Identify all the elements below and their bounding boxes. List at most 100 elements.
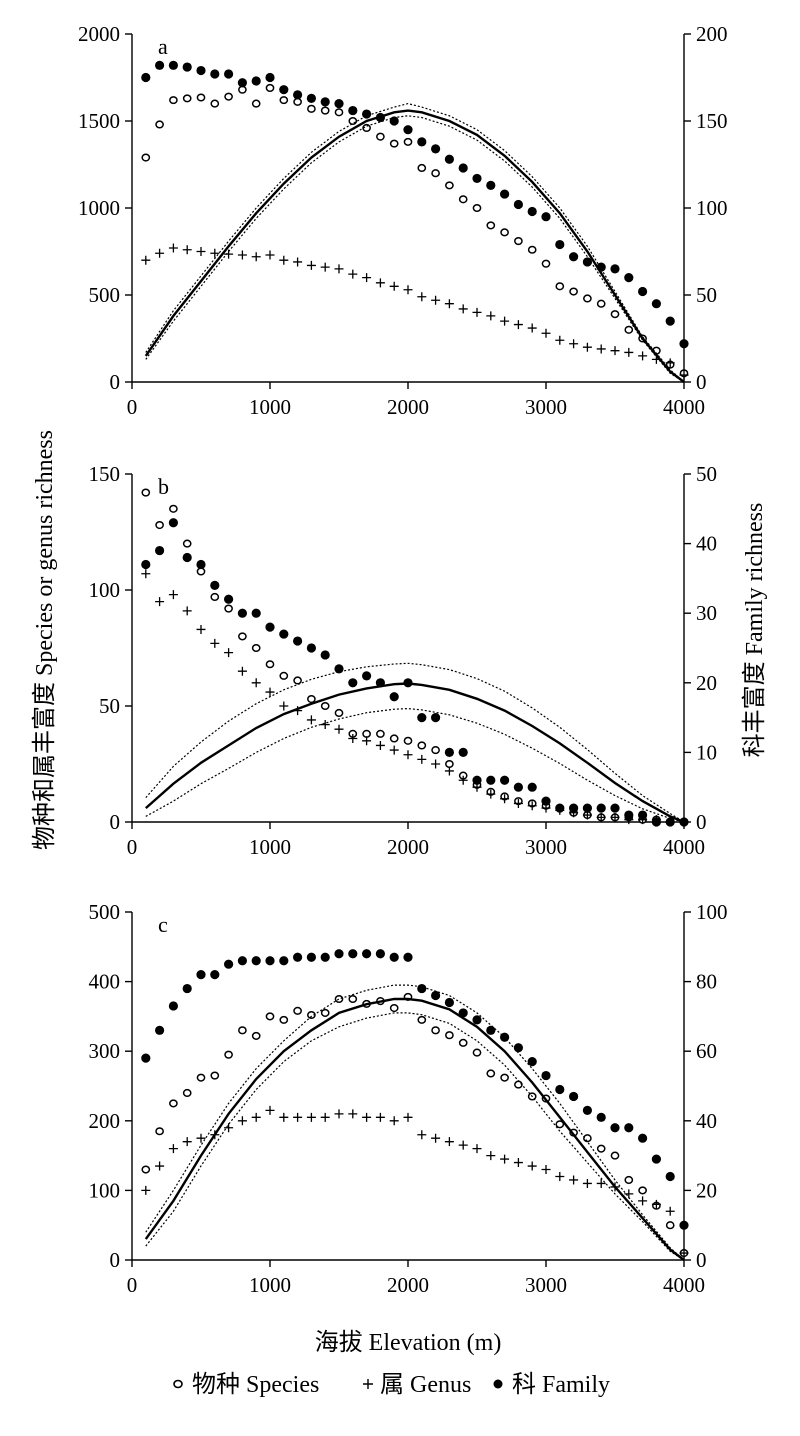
y-tick-label: 100 [89, 1178, 121, 1202]
y2-tick-label: 20 [696, 1178, 717, 1202]
genus-point [141, 569, 151, 579]
family-point [320, 97, 330, 107]
species-point [182, 1088, 192, 1098]
fitted-curve [144, 997, 685, 1261]
genus-point [555, 1171, 565, 1181]
panel-label: c [158, 912, 168, 937]
x-tick-label: 4000 [663, 835, 705, 859]
family-point [168, 518, 178, 528]
family-point [527, 782, 537, 792]
family-point [541, 212, 551, 222]
genus-point [334, 264, 344, 274]
left-axis-label: 物种和属丰富度 Species or genus richness [31, 430, 58, 850]
species-point [307, 1010, 316, 1020]
genus-point [348, 1109, 358, 1119]
y-tick-label: 500 [89, 283, 121, 307]
family-point [679, 339, 689, 349]
legend-item-family: 科 Family [493, 1371, 610, 1398]
y2-tick-label: 100 [696, 196, 728, 220]
genus-point [417, 1130, 427, 1140]
x-tick-label: 1000 [249, 1273, 291, 1297]
genus-point [334, 1109, 344, 1119]
family-point [431, 713, 441, 723]
family-point [251, 608, 261, 618]
family-point [444, 747, 454, 758]
family-point [224, 69, 234, 79]
genus-point [486, 789, 496, 799]
family-point [196, 970, 206, 980]
genus-point [237, 1116, 247, 1126]
species-point [638, 1186, 647, 1195]
genus-point [306, 260, 316, 270]
family-point [638, 810, 648, 820]
genus-point [389, 1116, 399, 1126]
genus-point [237, 250, 247, 260]
family-point [638, 1133, 648, 1143]
legend-marker-open-circle [173, 1379, 183, 1389]
species-point [334, 708, 344, 718]
species-point [348, 116, 358, 126]
family-point [610, 1123, 620, 1133]
species-point [155, 520, 164, 530]
family-point [513, 1043, 524, 1053]
family-point [375, 949, 385, 959]
species-point [431, 1026, 440, 1035]
family-point [196, 559, 206, 570]
family-point [251, 956, 261, 966]
genus-point [431, 759, 441, 769]
genus-point [444, 299, 454, 309]
species-point [458, 1038, 468, 1047]
family-point [651, 817, 662, 827]
y2-tick-label: 0 [696, 810, 707, 834]
genus-point [265, 687, 275, 697]
y2-tick-label: 40 [696, 532, 717, 556]
species-point [445, 759, 454, 769]
family-point [334, 664, 344, 674]
y-tick-label: 1000 [78, 196, 120, 220]
family-point [293, 952, 303, 962]
species-point [251, 99, 261, 108]
species-point [472, 203, 482, 213]
species-point [182, 94, 192, 103]
family-point [569, 803, 579, 813]
species-point [624, 1175, 634, 1185]
family-point [486, 775, 496, 785]
species-point [169, 1099, 178, 1108]
y-tick-label: 150 [89, 462, 121, 486]
x-tick-label: 1000 [249, 395, 291, 419]
genus-point [320, 262, 330, 272]
genus-point [182, 1137, 192, 1147]
genus-point [237, 666, 247, 676]
genus-point [486, 311, 496, 321]
genus-point [182, 245, 192, 255]
genus-point [196, 247, 206, 256]
legend-label-genus: 属 Genus [380, 1372, 471, 1398]
y-tick-label: 400 [89, 970, 121, 994]
species-point [596, 1144, 606, 1153]
fitted-curve [145, 682, 685, 824]
genus-point [375, 1112, 385, 1122]
y2-tick-label: 100 [696, 900, 728, 924]
genus-point [168, 1144, 178, 1154]
family-point [168, 60, 178, 70]
family-point [182, 552, 192, 563]
right-axis-label: 科丰富度 Family richness [741, 503, 768, 758]
species-point [307, 694, 316, 704]
family-point [513, 199, 524, 210]
family-point [569, 1091, 579, 1102]
x-tick-label: 2000 [387, 395, 429, 419]
species-point [624, 325, 634, 334]
genus-point [362, 736, 372, 746]
genus-point [403, 1112, 413, 1122]
genus-point [527, 323, 537, 333]
species-point [265, 83, 275, 92]
legend-label-family: 科 Family [512, 1371, 610, 1398]
legend-label-species: 物种 Species [192, 1371, 319, 1398]
family-point [500, 189, 510, 199]
genus-point [375, 278, 385, 288]
x-tick-label: 0 [127, 1273, 138, 1297]
family-point [237, 608, 247, 618]
genus-point [251, 252, 261, 262]
species-point [196, 1073, 206, 1082]
y-tick-label: 0 [110, 810, 121, 834]
